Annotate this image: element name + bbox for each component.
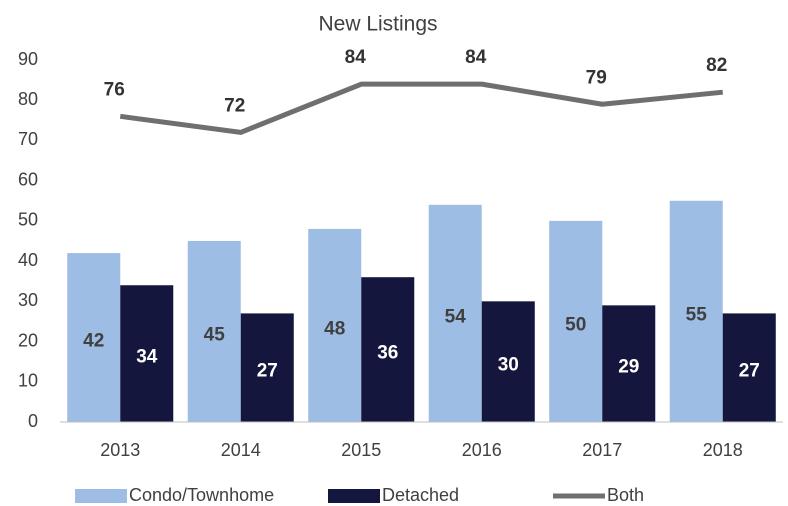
y-tick-label: 90 (18, 49, 38, 69)
legend-label: Condo/Townhome (129, 485, 274, 505)
legend-label: Detached (382, 485, 459, 505)
y-tick-label: 60 (18, 169, 38, 189)
data-label: 76 (104, 79, 125, 100)
bar (428, 204, 482, 422)
data-label: 84 (345, 47, 367, 68)
data-label: 48 (324, 318, 345, 339)
bar (549, 220, 603, 422)
data-label: 36 (377, 343, 398, 364)
line (119, 81, 723, 135)
y-tick-label: 40 (18, 250, 38, 270)
data-label: 50 (565, 314, 586, 335)
legend-label: Both (607, 485, 644, 505)
data-label: 82 (706, 55, 727, 76)
x-tick-label: 2018 (703, 440, 743, 460)
x-tick-label: 2015 (341, 440, 381, 460)
bar (722, 313, 776, 422)
data-label: 42 (83, 331, 104, 352)
data-label: 27 (739, 361, 760, 382)
bar (187, 241, 241, 422)
bar (308, 228, 362, 422)
data-label: 72 (224, 95, 245, 116)
y-tick-label: 80 (18, 89, 38, 109)
data-label: 79 (586, 67, 607, 88)
y-tick-label: 50 (18, 210, 38, 230)
legend-swatch (75, 489, 127, 503)
bar (602, 305, 656, 422)
x-tick-label: 2017 (582, 440, 622, 460)
y-tick-label: 10 (18, 371, 38, 391)
data-label: 45 (204, 325, 226, 346)
x-tick-label: 2016 (462, 440, 502, 460)
y-tick-label: 70 (18, 129, 38, 149)
data-label: 55 (686, 304, 708, 325)
bar (120, 285, 174, 422)
data-label: 30 (498, 355, 519, 376)
y-tick-label: 20 (18, 330, 38, 350)
data-label: 27 (257, 361, 278, 382)
bar (669, 200, 723, 422)
legend-swatch (328, 489, 380, 503)
data-label: 54 (445, 306, 467, 327)
bar (240, 313, 294, 422)
data-label: 34 (136, 347, 158, 368)
bar (361, 277, 415, 422)
y-tick-label: 0 (28, 411, 38, 431)
data-label: 29 (618, 357, 639, 378)
bar (481, 301, 535, 422)
x-tick-label: 2013 (100, 440, 140, 460)
bar (67, 253, 121, 422)
x-tick-label: 2014 (221, 440, 261, 460)
chart-title: New Listings (318, 13, 437, 36)
data-label: 84 (465, 47, 487, 68)
y-tick-label: 30 (18, 290, 38, 310)
